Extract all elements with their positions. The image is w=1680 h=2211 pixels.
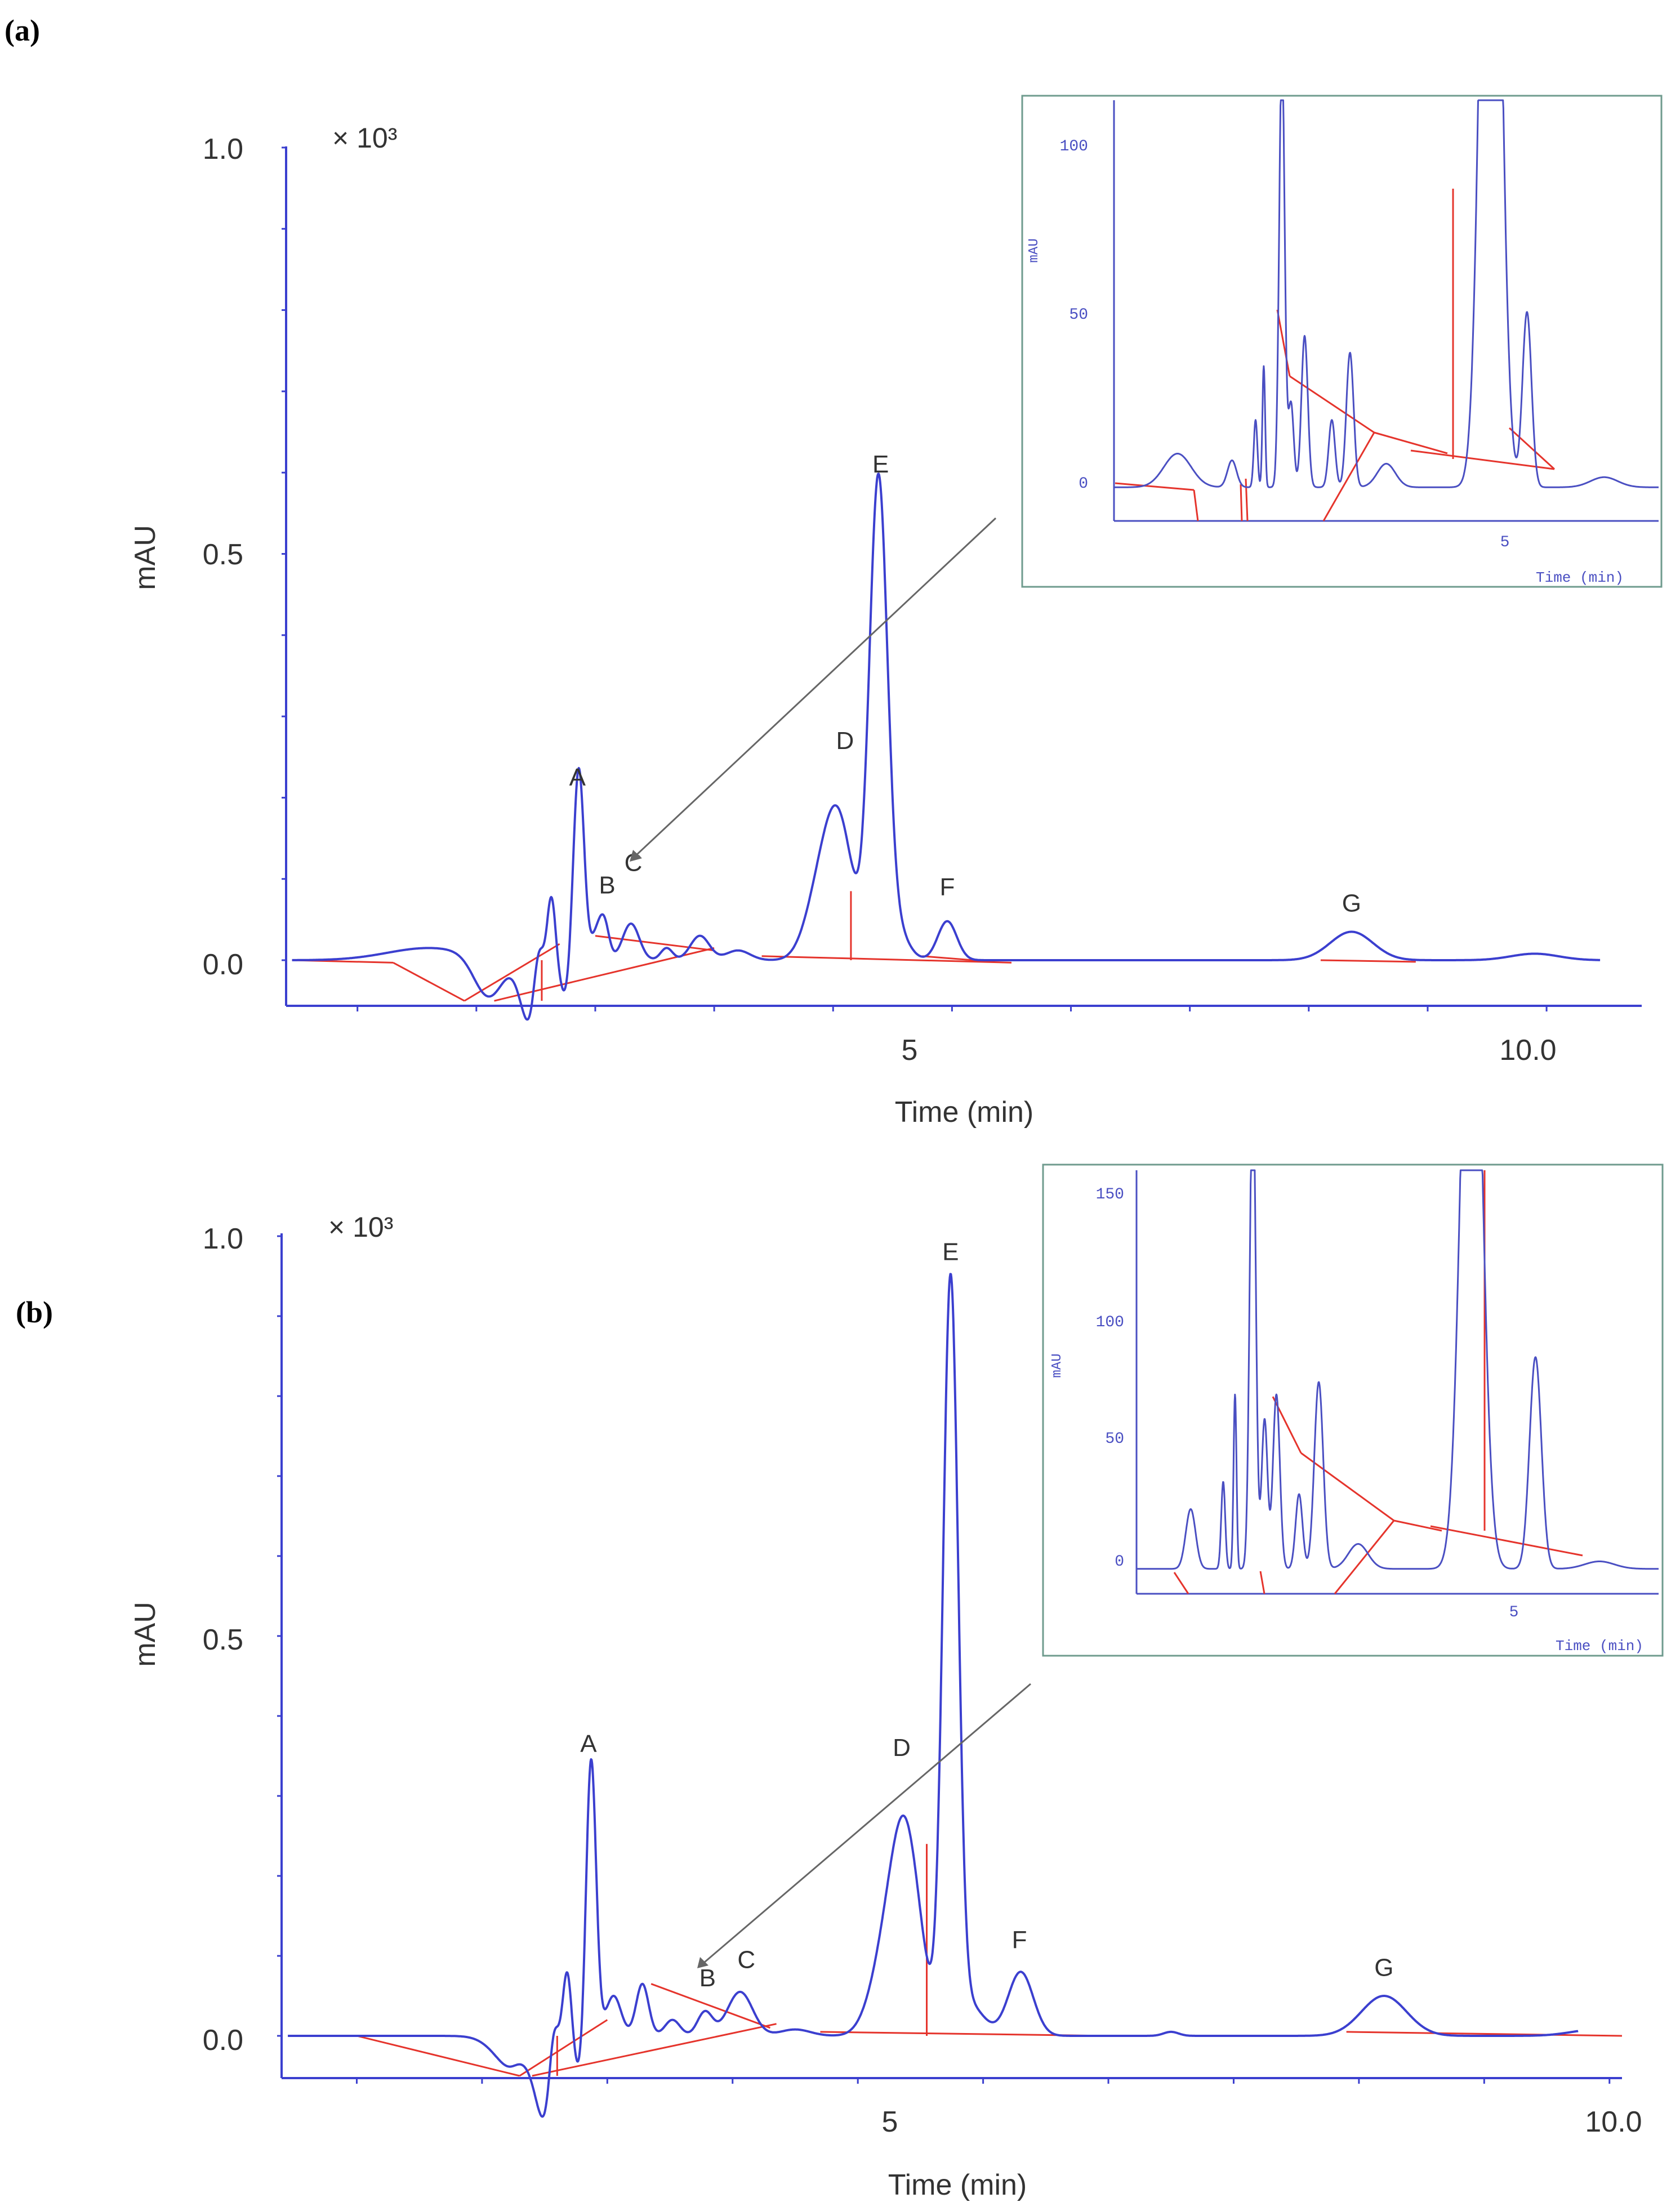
panel-b-x-axis-label: Time (min)	[888, 2169, 1027, 2201]
panel-a-inset-arrow	[634, 517, 997, 857]
panel-a-y-axis-label: mAU	[129, 525, 162, 590]
panel-a-inset-y-label: mAU	[1027, 238, 1042, 262]
panel-a-inset-xtick-5: 5	[1500, 534, 1510, 551]
peak-label-a: A	[580, 1730, 597, 1758]
panel-b-x-minor-ticks	[355, 2078, 1611, 2084]
peak-label-b: B	[599, 872, 615, 899]
peak-label-g: G	[1374, 1954, 1393, 1982]
panel-b-baselines	[357, 1844, 1623, 2077]
panel-a-arrow-head	[630, 850, 642, 862]
panel-b-label: (b)	[16, 1295, 53, 1329]
panel-a-inset-trace	[1113, 99, 1659, 488]
panel-a-inset: 100 50 0 mAU 5 Time (min)	[1021, 95, 1663, 588]
panel-a-xtick-5: 5	[902, 1034, 918, 1067]
panel-b-inset-trace	[1136, 1169, 1659, 1570]
peak-label-g: G	[1342, 889, 1361, 917]
panel-a-inset-ytick-50: 50	[1069, 306, 1088, 324]
panel-b-ytick-05: 0.5	[203, 1624, 243, 1656]
panel-a-inset-baselines	[1115, 189, 1556, 521]
panel-a-chromatogram-trace	[291, 472, 1601, 1021]
panel-b-peak-labels: A BC D E F G	[580, 1238, 1393, 1992]
panel-a-ytick-05: 0.5	[203, 538, 243, 571]
panel-a-ytick-1: 1.0	[203, 133, 243, 166]
integration-baseline	[357, 2035, 520, 2077]
panel-a-x-minor-ticks	[357, 1006, 1548, 1011]
peak-label-d: D	[836, 727, 854, 755]
panel-a-inset-x-label: Time (min)	[1536, 569, 1624, 586]
integration-baseline	[761, 955, 1011, 964]
panel-a-y-minor-ticks	[282, 146, 286, 961]
panel-b-ytick-0: 0.0	[203, 2024, 243, 2057]
panel-a-x-axis-label: Time (min)	[895, 1096, 1034, 1129]
panel-b-inset-ytick-150: 150	[1096, 1186, 1124, 1203]
panel-a: (a) 1.0 0.5 0.0 × 10³ mAU 5 10.0 Time (m…	[5, 14, 1663, 1129]
panel-b-inset-ytick-100: 100	[1096, 1314, 1124, 1331]
panel-b-inset-y-label: mAU	[1050, 1353, 1065, 1378]
panel-b-y-multiplier: × 10³	[328, 1211, 393, 1243]
integration-baseline	[1346, 2031, 1623, 2037]
integration-baseline	[519, 2019, 608, 2077]
integration-baseline	[532, 2023, 777, 2077]
peak-label-d: D	[893, 1734, 911, 1762]
integration-baseline	[650, 1983, 770, 2029]
peak-label-a: A	[569, 764, 586, 791]
panel-a-ytick-0: 0.0	[203, 948, 243, 981]
integration-baseline	[393, 962, 465, 1002]
panel-a-inset-frame	[1021, 95, 1663, 588]
panel-b-inset: 150 100 50 0 mAU 5 Time (min)	[1042, 1164, 1664, 1657]
panel-a-y-multiplier: × 10³	[332, 122, 397, 154]
panel-b-inset-xtick-5: 5	[1509, 1604, 1519, 1621]
panel-a-inset-ytick-0: 0	[1079, 475, 1088, 493]
peak-label-e: E	[942, 1238, 959, 1266]
peak-label-f: F	[1012, 1926, 1027, 1954]
panel-b-inset-arrow	[703, 1683, 1031, 1964]
panel-b-inset-ytick-50: 50	[1105, 1430, 1124, 1448]
peak-label-f: F	[939, 873, 955, 901]
panel-b-inset-baselines	[1173, 1170, 1583, 1594]
panel-b-arrow-head	[697, 1957, 708, 1968]
panel-b-chromatogram-trace	[287, 1273, 1579, 2118]
panel-a-label: (a)	[5, 14, 40, 47]
panel-b-xtick-5: 5	[882, 2106, 898, 2138]
peak-label-c: C	[737, 1946, 755, 1973]
panel-b-inset-ytick-0: 0	[1115, 1553, 1124, 1571]
panel-b: (b) 1.0 0.5 0.0 × 10³ mAU 5 10.0 Time (m…	[16, 1164, 1664, 2201]
panel-b-xtick-10: 10.0	[1585, 2106, 1642, 2138]
peak-label-b: B	[699, 1964, 716, 1992]
panel-a-inset-ytick-100: 100	[1060, 138, 1088, 155]
panel-a-baselines	[292, 891, 1416, 1002]
integration-baseline	[1320, 959, 1416, 963]
panel-b-inset-frame	[1042, 1164, 1664, 1657]
panel-b-ytick-1: 1.0	[203, 1223, 243, 1255]
integration-baseline	[595, 935, 715, 952]
panel-b-y-axis-label: mAU	[129, 1602, 162, 1667]
panel-b-y-minor-ticks	[277, 1235, 282, 2037]
integration-baseline	[464, 943, 560, 1002]
peak-label-e: E	[872, 451, 889, 478]
panel-b-inset-x-label: Time (min)	[1556, 1638, 1643, 1655]
panel-a-xtick-10: 10.0	[1499, 1034, 1556, 1067]
